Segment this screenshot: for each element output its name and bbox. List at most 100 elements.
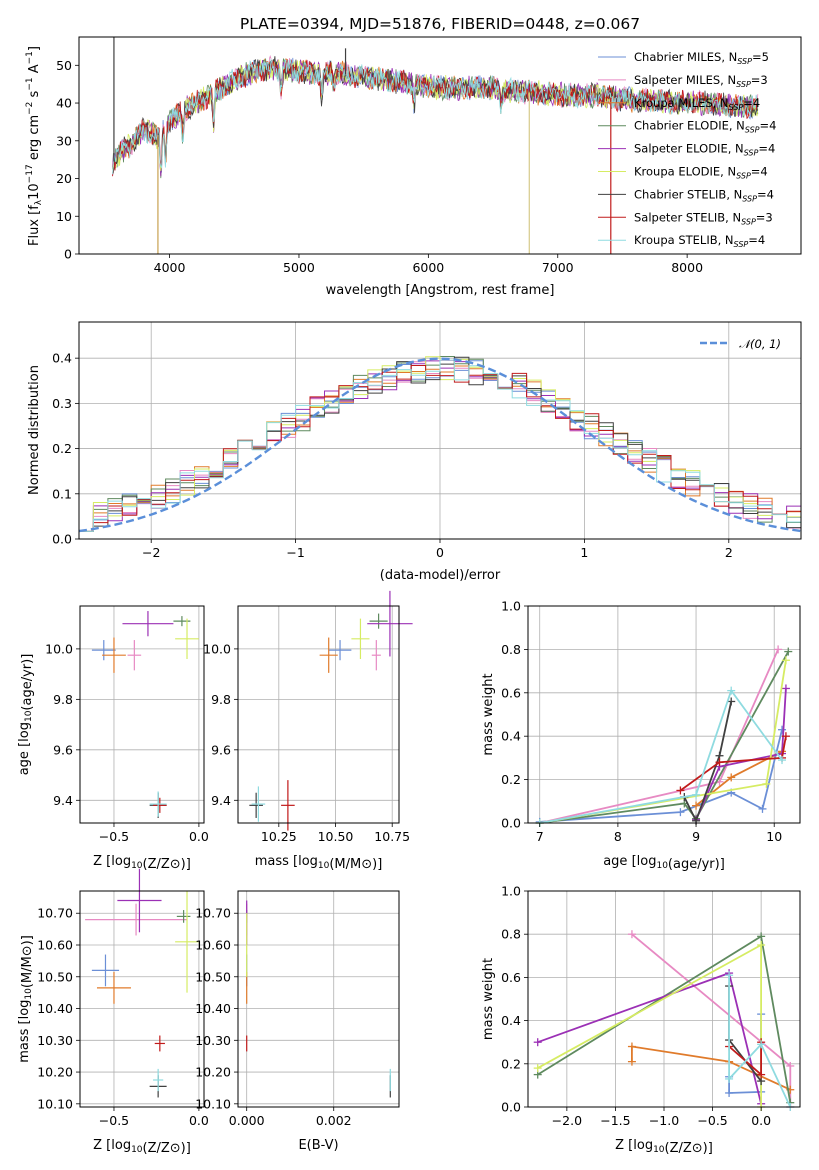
legend-label-subscript: SSP [744,149,759,158]
panel-age-vs-mass: 10.25 10.50 10.75 9.4 9.6 9.8 10.0 mass [log10(… [203,590,413,872]
y-tick-label: 10.0 [203,641,231,656]
x-tick-label: −1.5 [600,1113,630,1128]
plot-area [249,590,413,831]
errorbar-point [91,640,116,661]
errorbar-point [122,611,174,637]
axes-frame [79,605,205,824]
y-tick-label: 0.3 [52,396,72,411]
x-tick-label: −2 [142,545,160,560]
legend-label-text: Chabrier MILES, N [634,50,737,64]
legend-item-0: Chabrier MILES, NSSP=5 [598,50,769,66]
weight-marker [757,1070,766,1079]
x-tick-label: 10.75 [374,829,410,844]
y-tick-label: 20 [56,171,72,186]
axes-frame-group: 7 8 9 10 0.0 0.2 0.4 0.6 0.8 1.0 [501,599,801,844]
legend-label-subscript: SSP [737,57,752,66]
y-axis-label: age [log10(age/yr)] [17,654,35,776]
x-tick-label: 2 [725,545,733,560]
weight-marker [627,930,636,939]
y-tick-label: 0.0 [501,1100,521,1115]
plot-area [85,868,199,1098]
histogram-series-6 [79,356,801,532]
y-tick-label: 9.8 [53,692,73,707]
y-tick-label: 0 [64,247,72,262]
legend-label-text: Kroupa ELODIE, N [634,165,736,179]
legend-label-suffix: =5 [752,50,769,64]
errorbar-point [85,903,188,936]
errorbar-point [96,972,131,1004]
legend-label-suffix: =4 [751,165,768,179]
errorbar-point [117,868,162,933]
legend-label-suffix: =4 [760,119,777,133]
legend-label-text: Salpeter ELODIE, N [634,142,744,156]
x-axis-label: Z [log10(Z/Z⊙)] [93,1138,191,1156]
weight-marker [725,971,734,980]
legend-label-subscript: SSP [736,80,751,89]
figure-title: PLATE=0394, MJD=51876, FIBERID=0448, z=0… [240,15,640,33]
weight-marker [676,808,685,817]
x-tick-label: 0.0 [751,1113,771,1128]
legend-label: Salpeter STELIB, NSSP=3 [634,210,773,226]
weight-marker [676,786,685,795]
weight-marker [784,647,793,656]
spectrum-series-7 [112,59,759,177]
x-tick-label: 0.0 [189,829,209,844]
y-tick-label: 1.0 [501,884,521,899]
legend-label-suffix: =4 [748,233,765,247]
errorbar-point [154,1035,165,1052]
weight-marker [533,1038,542,1047]
weight-marker [778,756,787,765]
panel-mass-weight-vs-age: 7 8 9 10 0.0 0.2 0.4 0.6 0.8 1.0 age [log10(age/yr… [481,599,801,872]
panel-mass-weight-vs-Z: −2.0 −1.5 −1.0 −0.5 0.0 0.0 0.2 0.4 0.6 0.8 1.0 Z [… [481,884,801,1156]
errorbar-point [149,791,167,817]
errorbar-point [127,640,142,671]
x-tick-label: 10 [766,829,782,844]
weight-marker [692,801,701,810]
weight-series-3 [539,651,790,824]
weight-marker [757,932,766,941]
y-tick-label: 10.50 [195,969,231,984]
x-tick-label: −2.0 [552,1113,582,1128]
legend-label-text: Kroupa MILES, N [634,96,729,110]
errorbar-point [369,613,388,629]
weight-marker [727,697,736,706]
weight-marker [725,1088,734,1097]
legend-label-suffix: =3 [756,210,773,224]
x-axis-label: (data-model)/error [380,568,501,583]
y-tick-label: 0.8 [501,927,521,942]
x-tick-label: 10.25 [261,829,297,844]
errorbar-point [351,618,370,659]
weight-marker [781,656,790,665]
legend-label: Kroupa ELODIE, NSSP=4 [634,165,768,181]
errorbar-point [153,797,167,813]
x-tick-label: 8 [614,829,622,844]
y-tick-label: 10.60 [37,938,73,953]
weight-series-6 [683,701,733,824]
x-tick-label: 4000 [154,260,186,275]
y-tick-label: 10.50 [37,969,73,984]
y-tick-label: 10.40 [37,1001,73,1016]
y-tick-label: 0.2 [52,441,72,456]
y-tick-label: 10.60 [195,938,231,953]
weight-series-8 [539,688,783,824]
x-tick-label: 6000 [412,260,444,275]
errorbar-point [281,780,295,831]
legend-label: Chabrier ELODIE, NSSP=4 [634,119,776,135]
errorbar-point [371,640,381,671]
y-tick-label: 10.10 [37,1096,73,1111]
errorbar-point [175,618,199,659]
spectrum-series-8 [112,58,759,175]
y-tick-label: 0.6 [501,685,521,700]
legend-label-suffix: =3 [751,73,768,87]
weight-marker [627,1042,636,1051]
y-tick-label: 9.6 [211,742,231,757]
y-tick-label: 30 [56,133,72,148]
y-tick-label: 0.0 [501,816,521,831]
y-tick-label: 50 [56,58,72,73]
weight-marker [786,1061,795,1070]
histogram-series-7 [79,365,801,532]
panel-age-vs-Z: −0.5 0.0 9.4 9.6 9.8 10.0 Z [log10(Z/Z⊙)] age [… [17,605,209,872]
y-tick-label: 10.30 [37,1033,73,1048]
legend-label-text: Chabrier STELIB, N [634,187,742,201]
